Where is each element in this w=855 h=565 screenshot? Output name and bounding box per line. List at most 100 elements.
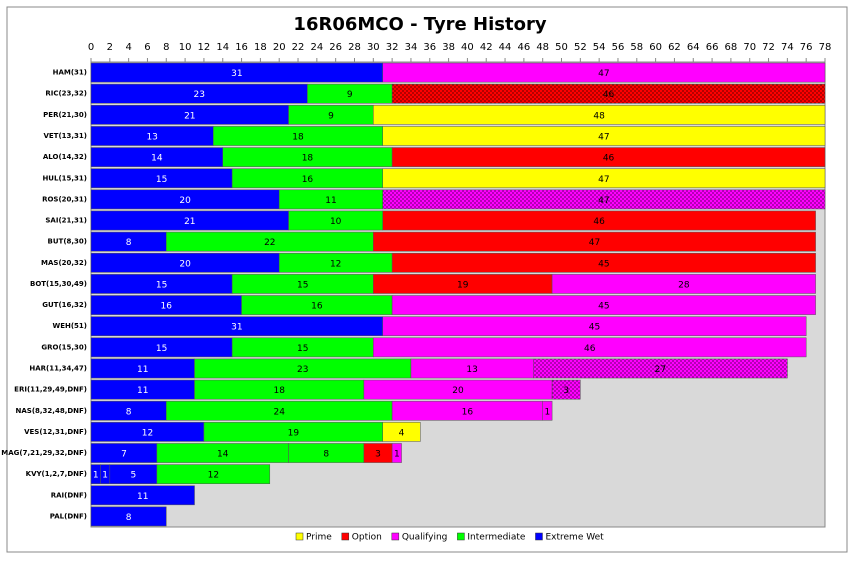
x-tick-label: 52 [574,42,587,53]
stint-label: 45 [598,302,609,312]
stint-label: 19 [457,280,469,290]
stint-bar [156,464,271,484]
x-tick-label: 4 [125,42,131,53]
legend-label: Prime [306,533,332,543]
stint-label: 11 [137,386,148,396]
stint-label: 18 [292,132,304,142]
legend-swatch [535,532,543,541]
stint-label: 5 [130,471,136,481]
x-tick-label: 62 [668,42,681,53]
stint-label: 1 [102,471,108,481]
stint-label: 12 [330,259,341,269]
x-tick-label: 72 [762,42,775,53]
x-tick-label: 68 [725,42,738,53]
x-tick-label: 46 [518,42,531,53]
x-tick-label: 78 [819,42,832,53]
x-tick-label: 30 [367,42,380,53]
row-label: RIC(23,32) [45,90,87,98]
row-label: ERI(11,29,49,DNF) [14,386,87,394]
stint-label: 15 [297,344,308,354]
stint-label: 1 [545,407,551,417]
stint-label: 46 [593,217,605,227]
x-tick-label: 34 [405,42,418,53]
stint-label: 3 [375,450,381,460]
x-tick-label: 0 [88,42,94,53]
stint-label: 9 [328,111,334,121]
stint-label: 28 [678,280,690,290]
stint-label: 3 [563,386,569,396]
x-tick-label: 6 [144,42,150,53]
x-tick-label: 40 [461,42,474,53]
row-label: VET(13,31) [43,132,87,140]
stint-bar [382,210,816,231]
x-tick-label: 36 [423,42,436,53]
stint-label: 16 [462,407,474,417]
row-label: NAS(8,32,48,DNF) [16,407,88,415]
stint-label: 16 [311,302,323,312]
stint-bar [373,337,807,358]
stint-label: 1 [93,471,99,481]
stint-label: 47 [598,196,609,206]
row-label: GRO(15,30) [41,343,87,351]
stint-label: 15 [297,280,308,290]
stint-label: 46 [603,90,615,100]
stint-label: 47 [598,132,609,142]
row-label: PAL(DNF) [50,512,87,520]
stint-label: 15 [156,280,167,290]
legend-label: Extreme Wet [545,533,604,543]
stint-bar [391,147,826,167]
x-tick-label: 54 [593,42,606,53]
x-tick-label: 20 [273,42,286,53]
stint-label: 47 [589,238,600,248]
stint-label: 7 [121,450,127,460]
x-tick-label: 8 [163,42,169,53]
stint-bar [391,443,402,463]
stint-bar [90,485,195,506]
stint-label: 12 [142,428,153,438]
stint-bar [391,295,816,315]
stint-label: 20 [179,196,191,206]
stint-label: 15 [156,344,167,354]
stint-label: 18 [302,154,314,164]
stint-label: 46 [584,344,596,354]
stint-label: 11 [137,365,148,375]
x-tick-label: 32 [386,42,399,53]
x-tick-label: 64 [687,42,700,53]
stint-bar [382,62,826,83]
x-tick-label: 74 [781,42,794,53]
stint-label: 11 [137,492,148,502]
stint-label: 47 [598,175,609,185]
stint-label: 45 [598,259,609,269]
stint-label: 21 [184,217,195,227]
stint-label: 8 [126,513,132,523]
stint-label: 20 [452,386,464,396]
stint-label: 18 [273,386,285,396]
row-label: RAI(DNF) [51,491,87,499]
x-tick-label: 60 [649,42,662,53]
x-tick-label: 28 [348,42,361,53]
stint-label: 16 [302,175,314,185]
stint-label: 16 [161,302,173,312]
x-tick-label: 38 [442,42,455,53]
row-label: BOT(15,30,49) [30,280,87,288]
stint-label: 31 [231,69,242,79]
stint-bar [542,400,553,421]
x-tick-label: 24 [310,42,323,53]
row-label: WEH(51) [52,322,87,330]
x-tick-label: 10 [179,42,192,53]
stint-label: 11 [325,196,336,206]
stint-label: 24 [273,407,285,417]
legend-label: Option [352,533,382,543]
row-label: SAI(21,31) [45,217,87,225]
stint-label: 23 [297,365,308,375]
row-label: VES(12,31,DNF) [24,428,87,436]
stint-label: 31 [231,323,242,333]
stint-label: 19 [288,428,300,438]
stint-label: 4 [399,428,405,438]
stint-bar [382,168,826,189]
stint-label: 9 [347,90,353,100]
row-label: MAS(20,32) [41,259,87,267]
stint-label: 8 [126,238,132,248]
x-tick-label: 44 [499,42,512,53]
stint-bar [382,422,421,442]
